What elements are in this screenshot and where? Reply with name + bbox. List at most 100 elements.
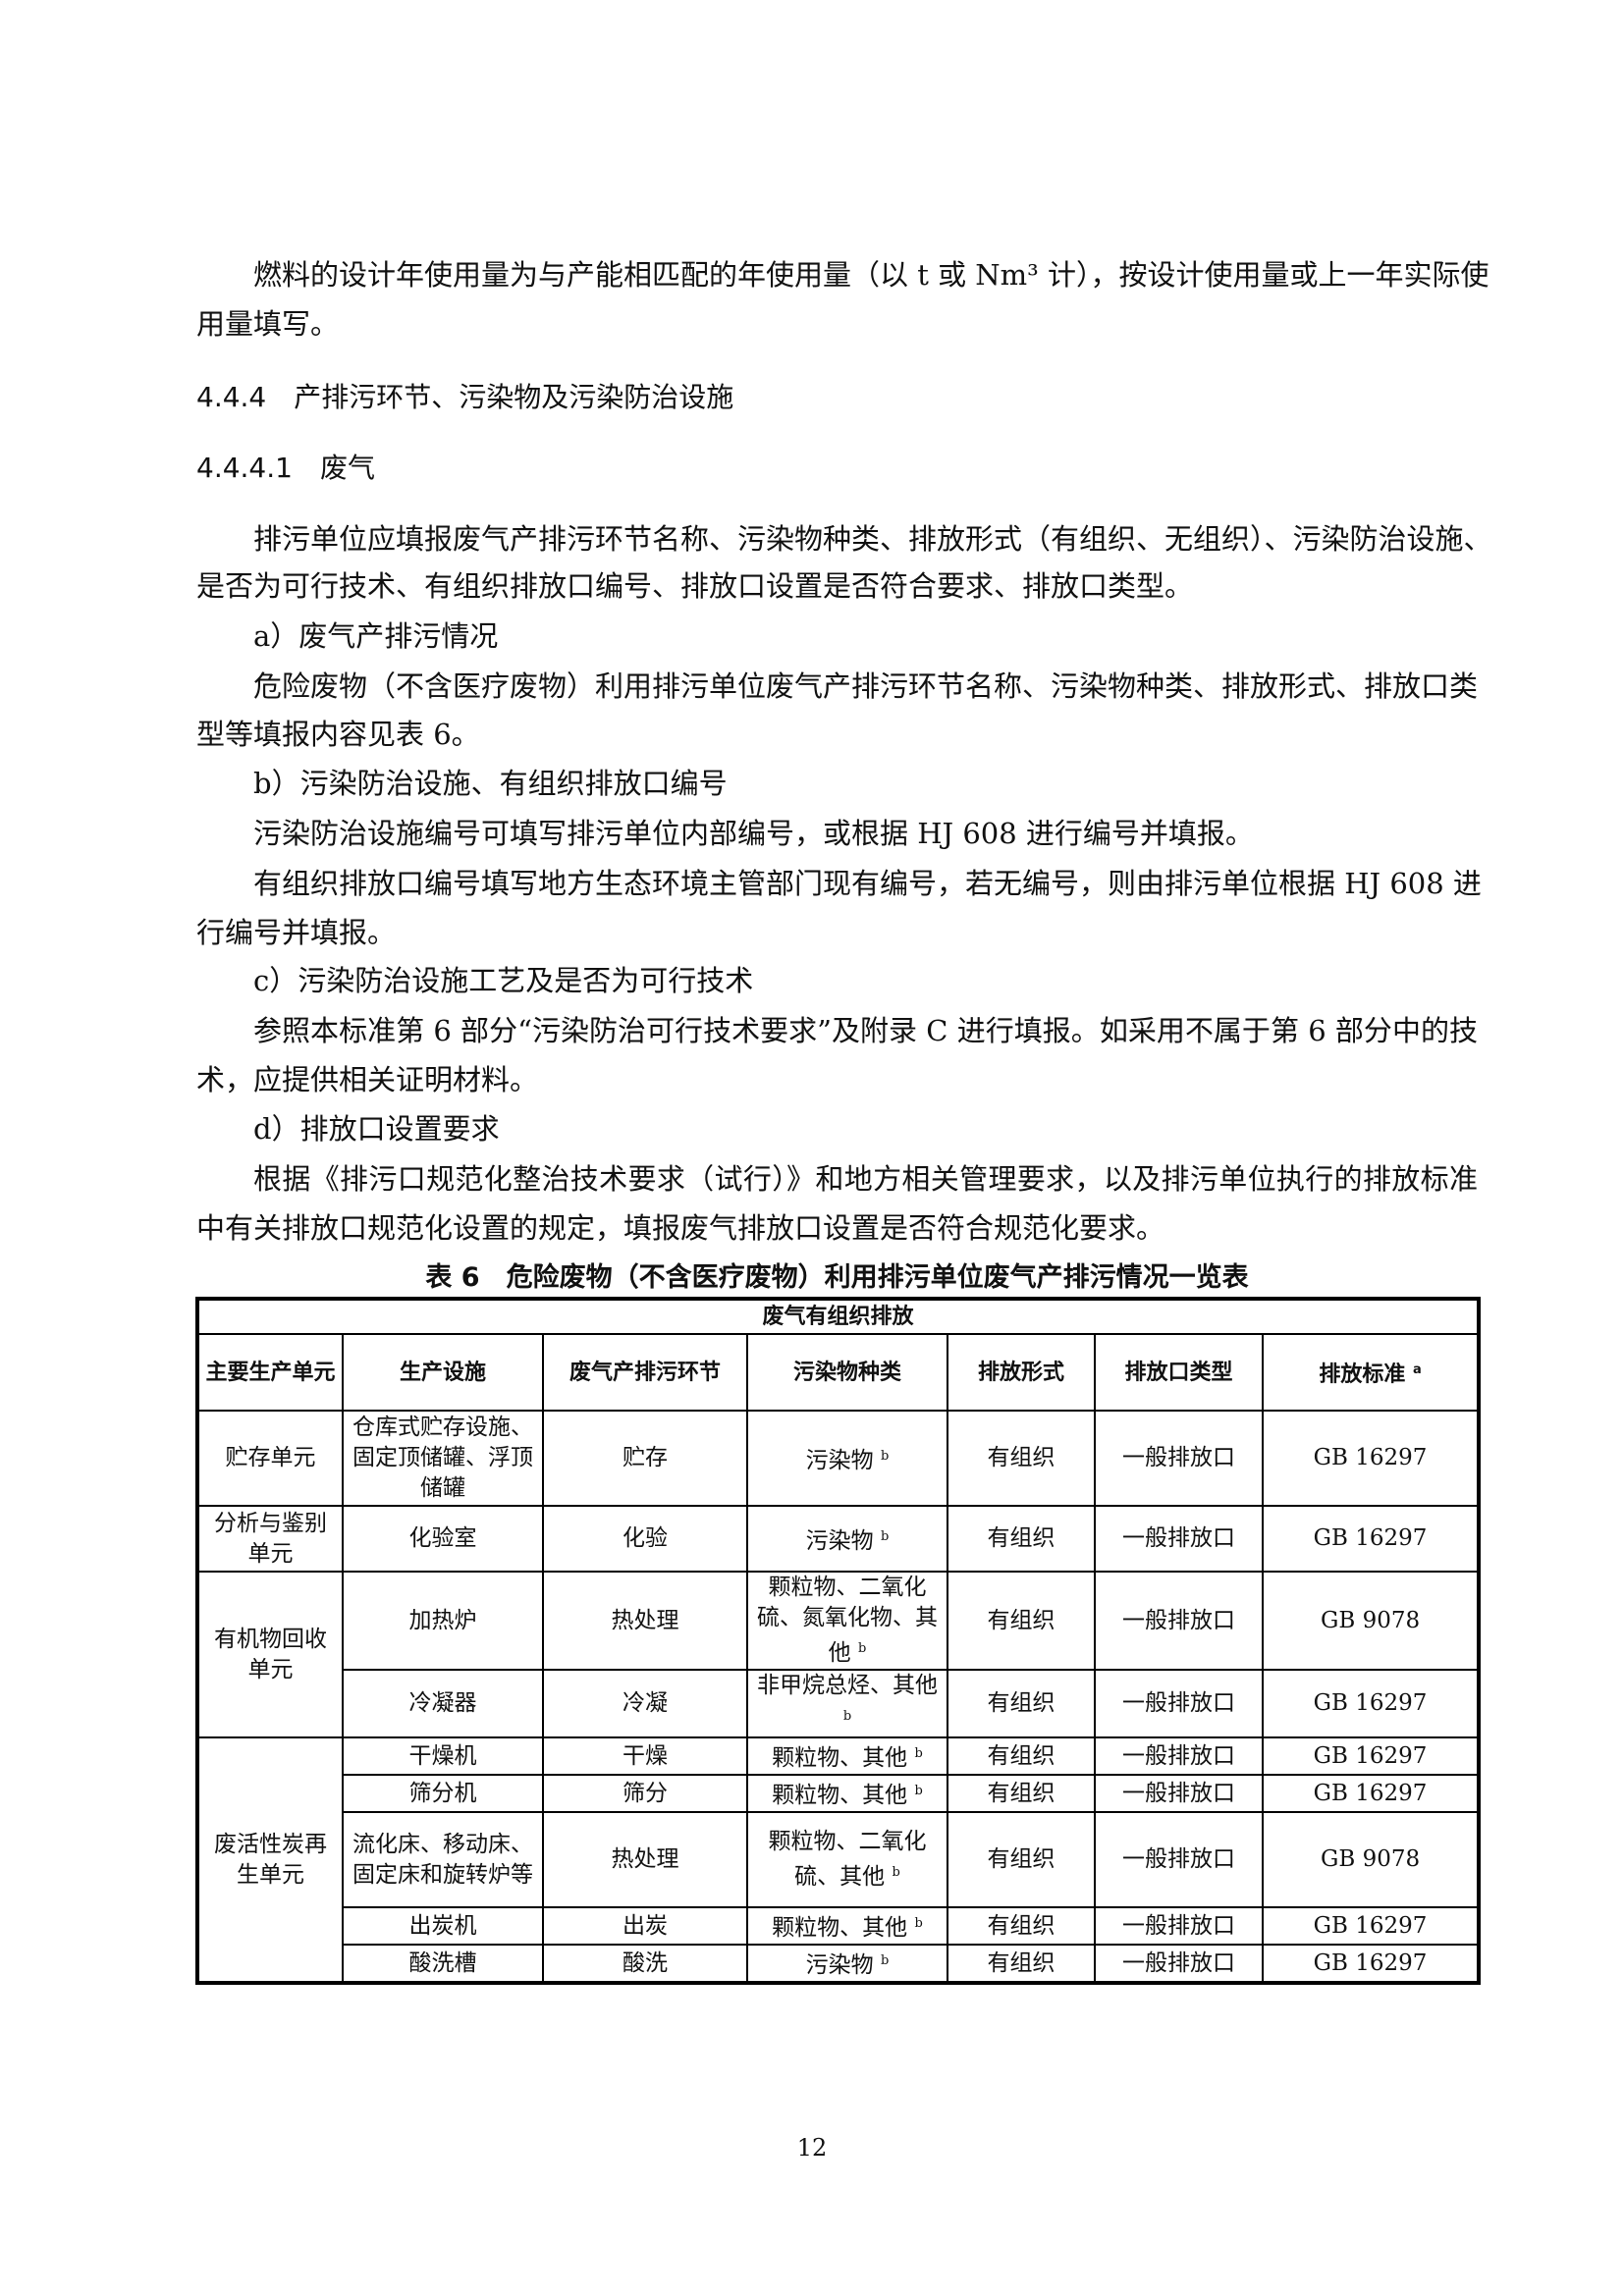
table-cell: 有组织 (947, 1736, 1096, 1776)
table-cell: 有组织 (947, 1669, 1096, 1738)
footnote-mark: b (914, 1916, 923, 1931)
table-cell: GB 16297 (1261, 1736, 1481, 1776)
paragraph-line: 术，应提供相关证明材料。 (196, 1063, 539, 1096)
paragraph-line: 参照本标准第 6 部分“污染防治可行技术要求”及附录 C 进行填报。如采用不属于… (253, 1014, 1478, 1047)
table-cell: 一般排放口 (1094, 1906, 1264, 1946)
footnote-mark: b (880, 1448, 890, 1464)
paragraph-line: 行编号并填报。 (196, 916, 397, 949)
group-header: 废气有组织排放 (195, 1298, 1481, 1335)
cell-unit: 分析与鉴别单元 (196, 1505, 344, 1573)
table-cell: 有组织 (947, 1571, 1096, 1671)
table-cell: GB 16297 (1261, 1944, 1481, 1984)
table-cell: GB 9078 (1261, 1811, 1481, 1908)
footnote-mark: b (880, 1953, 890, 1968)
table-cell: 污染物 b (746, 1410, 948, 1507)
table-cell: 颗粒物、二氧化硫、其他 b (746, 1811, 948, 1908)
table-cell: 仓库式贮存设施、固定顶储罐、浮顶储罐 (342, 1410, 544, 1507)
table-cell: 冷凝 (542, 1669, 748, 1738)
table-cell: 颗粒物、其他 b (746, 1774, 948, 1813)
table-cell: 有组织 (947, 1906, 1096, 1946)
table-cell: 有组织 (947, 1774, 1096, 1813)
cell-unit: 贮存单元 (196, 1410, 344, 1507)
footnote-mark: b (914, 1746, 923, 1761)
table-cell: 加热炉 (342, 1571, 544, 1671)
footnote-mark: b (857, 1641, 867, 1656)
table-cell: 一般排放口 (1094, 1571, 1264, 1671)
column-header: 排放形式 (947, 1333, 1096, 1412)
table-cell: 非甲烷总烃、其他 b (746, 1669, 948, 1738)
table-cell: 酸洗槽 (342, 1944, 544, 1984)
table-row: 流化床、移动床、固定床和旋转炉等 热处理 颗粒物、二氧化硫、其他 b 有组织 一般排放口… (197, 1811, 1481, 1908)
table-cell: 冷凝器 (342, 1669, 544, 1738)
table-row: 废活性炭再生单元 干燥机 干燥 颗粒物、其他 b 有组织 一般排放口 GB 16297 (196, 1736, 1481, 1984)
table-cell: 出炭 (542, 1906, 748, 1946)
footnote-mark: b (892, 1865, 900, 1880)
column-header: 污染物种类 (746, 1333, 948, 1412)
table-cell: 污染物 b (746, 1944, 948, 1984)
table-caption: 表 6 危险废物（不含医疗废物）利用排污单位废气产排污情况一览表 (425, 1262, 1249, 1293)
section-heading: 4.4.4 产排污环节、污染物及污染防治设施 (196, 381, 734, 413)
table-cell: 一般排放口 (1094, 1774, 1264, 1813)
emission-table: 废气有组织排放 主要生产单元 生产设施 废气产排污环节 污染物种类 排放形式 排… (195, 1297, 1482, 1985)
table-cell: GB 16297 (1261, 1906, 1481, 1946)
paragraph-line: 有组织排放口编号填写地方生态环境主管部门现有编号，若无编号，则由排污单位根据 H… (253, 867, 1482, 900)
column-header: 废气产排污环节 (542, 1333, 748, 1412)
table-cell: 一般排放口 (1094, 1410, 1264, 1507)
table-cell: GB 9078 (1261, 1571, 1481, 1671)
table-cell: 干燥 (542, 1736, 748, 1776)
paragraph-line: 型等填报内容见表 6。 (196, 718, 480, 751)
footnote-mark: b (914, 1784, 923, 1798)
table-cell: 颗粒物、其他 b (746, 1906, 948, 1946)
table-row: 有机物回收单元 加热炉 热处理 颗粒物、二氧化硫、氮氧化物、其他 b 有组织 一般排放口 G… (196, 1571, 1481, 1738)
table-cell: GB 16297 (1261, 1669, 1481, 1738)
table-cell: GB 16297 (1261, 1774, 1481, 1813)
table-cell: 一般排放口 (1094, 1811, 1264, 1908)
table-cell: 酸洗 (542, 1944, 748, 1984)
table-cell: 出炭机 (342, 1906, 544, 1946)
table-cell: 干燥机 (342, 1736, 544, 1776)
column-header: 排放口类型 (1094, 1333, 1264, 1412)
table-cell: 筛分 (542, 1774, 748, 1813)
table-row: 贮存单元 仓库式贮存设施、固定顶储罐、浮顶储罐 贮存 污染物 b 有组织 一般排放口 GB … (196, 1410, 1481, 1507)
paragraph-line: 用量填写。 (196, 307, 340, 341)
list-item-d: d）排放口设置要求 (253, 1112, 500, 1146)
list-item-a: a）废气产排污情况 (253, 619, 499, 653)
table-cell: 有组织 (947, 1505, 1096, 1573)
table-cell: GB 16297 (1261, 1505, 1481, 1573)
footnote-mark: b (842, 1709, 852, 1724)
table-cell: 污染物 b (746, 1505, 948, 1573)
cell-unit: 有机物回收单元 (196, 1571, 344, 1738)
column-header: 主要生产单元 (196, 1333, 344, 1412)
table-row: 出炭机 出炭 颗粒物、其他 b 有组织 一般排放口 GB 16297 (197, 1906, 1481, 1946)
table-cell: 一般排放口 (1094, 1669, 1264, 1738)
paragraph-line: 危险废物（不含医疗废物）利用排污单位废气产排污环节名称、污染物种类、排放形式、排… (253, 669, 1479, 703)
table-cell: 颗粒物、其他 b (746, 1736, 948, 1776)
table-cell: 一般排放口 (1094, 1944, 1264, 1984)
list-item-b: b）污染防治设施、有组织排放口编号 (253, 767, 728, 800)
footnote-mark: b (880, 1528, 890, 1544)
table-cell: GB 16297 (1261, 1410, 1481, 1507)
table-cell: 化验室 (342, 1505, 544, 1573)
paragraph-line: 污染防治设施编号可填写排污单位内部编号，或根据 HJ 608 进行编号并填报。 (253, 817, 1254, 850)
column-header: 排放标准 a (1261, 1333, 1481, 1412)
table-cell: 热处理 (542, 1571, 748, 1671)
paragraph-line: 根据《排污口规范化整治技术要求（试行）》和地方相关管理要求，以及排污单位执行的排… (253, 1162, 1478, 1196)
table-cell: 筛分机 (342, 1774, 544, 1813)
table-cell: 颗粒物、二氧化硫、氮氧化物、其他 b (746, 1571, 948, 1671)
table-row: 筛分机 筛分 颗粒物、其他 b 有组织 一般排放口 GB 16297 (197, 1774, 1481, 1813)
paragraph-line: 燃料的设计年使用量为与产能相匹配的年使用量（以 t 或 Nm³ 计），按设计使用… (253, 258, 1489, 292)
table-cell: 热处理 (542, 1811, 748, 1908)
table-cell: 有组织 (947, 1410, 1096, 1507)
subsection-heading: 4.4.4.1 废气 (196, 452, 375, 484)
table-cell: 贮存 (542, 1410, 748, 1507)
table-cell: 一般排放口 (1094, 1736, 1264, 1776)
cell-unit: 废活性炭再生单元 (196, 1736, 344, 1984)
paragraph-line: 中有关排放口规范化设置的规定，填报废气排放口设置是否符合规范化要求。 (196, 1211, 1165, 1245)
table-row: 分析与鉴别单元 化验室 化验 污染物 b 有组织 一般排放口 GB 16297 (196, 1505, 1481, 1573)
table-row: 酸洗槽 酸洗 污染物 b 有组织 一般排放口 GB 16297 (197, 1944, 1481, 1984)
list-item-c: c）污染防治设施工艺及是否为可行技术 (253, 964, 754, 997)
table-cell: 化验 (542, 1505, 748, 1573)
column-header: 生产设施 (342, 1333, 544, 1412)
page-number: 12 (796, 2134, 828, 2162)
table-cell: 有组织 (947, 1811, 1096, 1908)
